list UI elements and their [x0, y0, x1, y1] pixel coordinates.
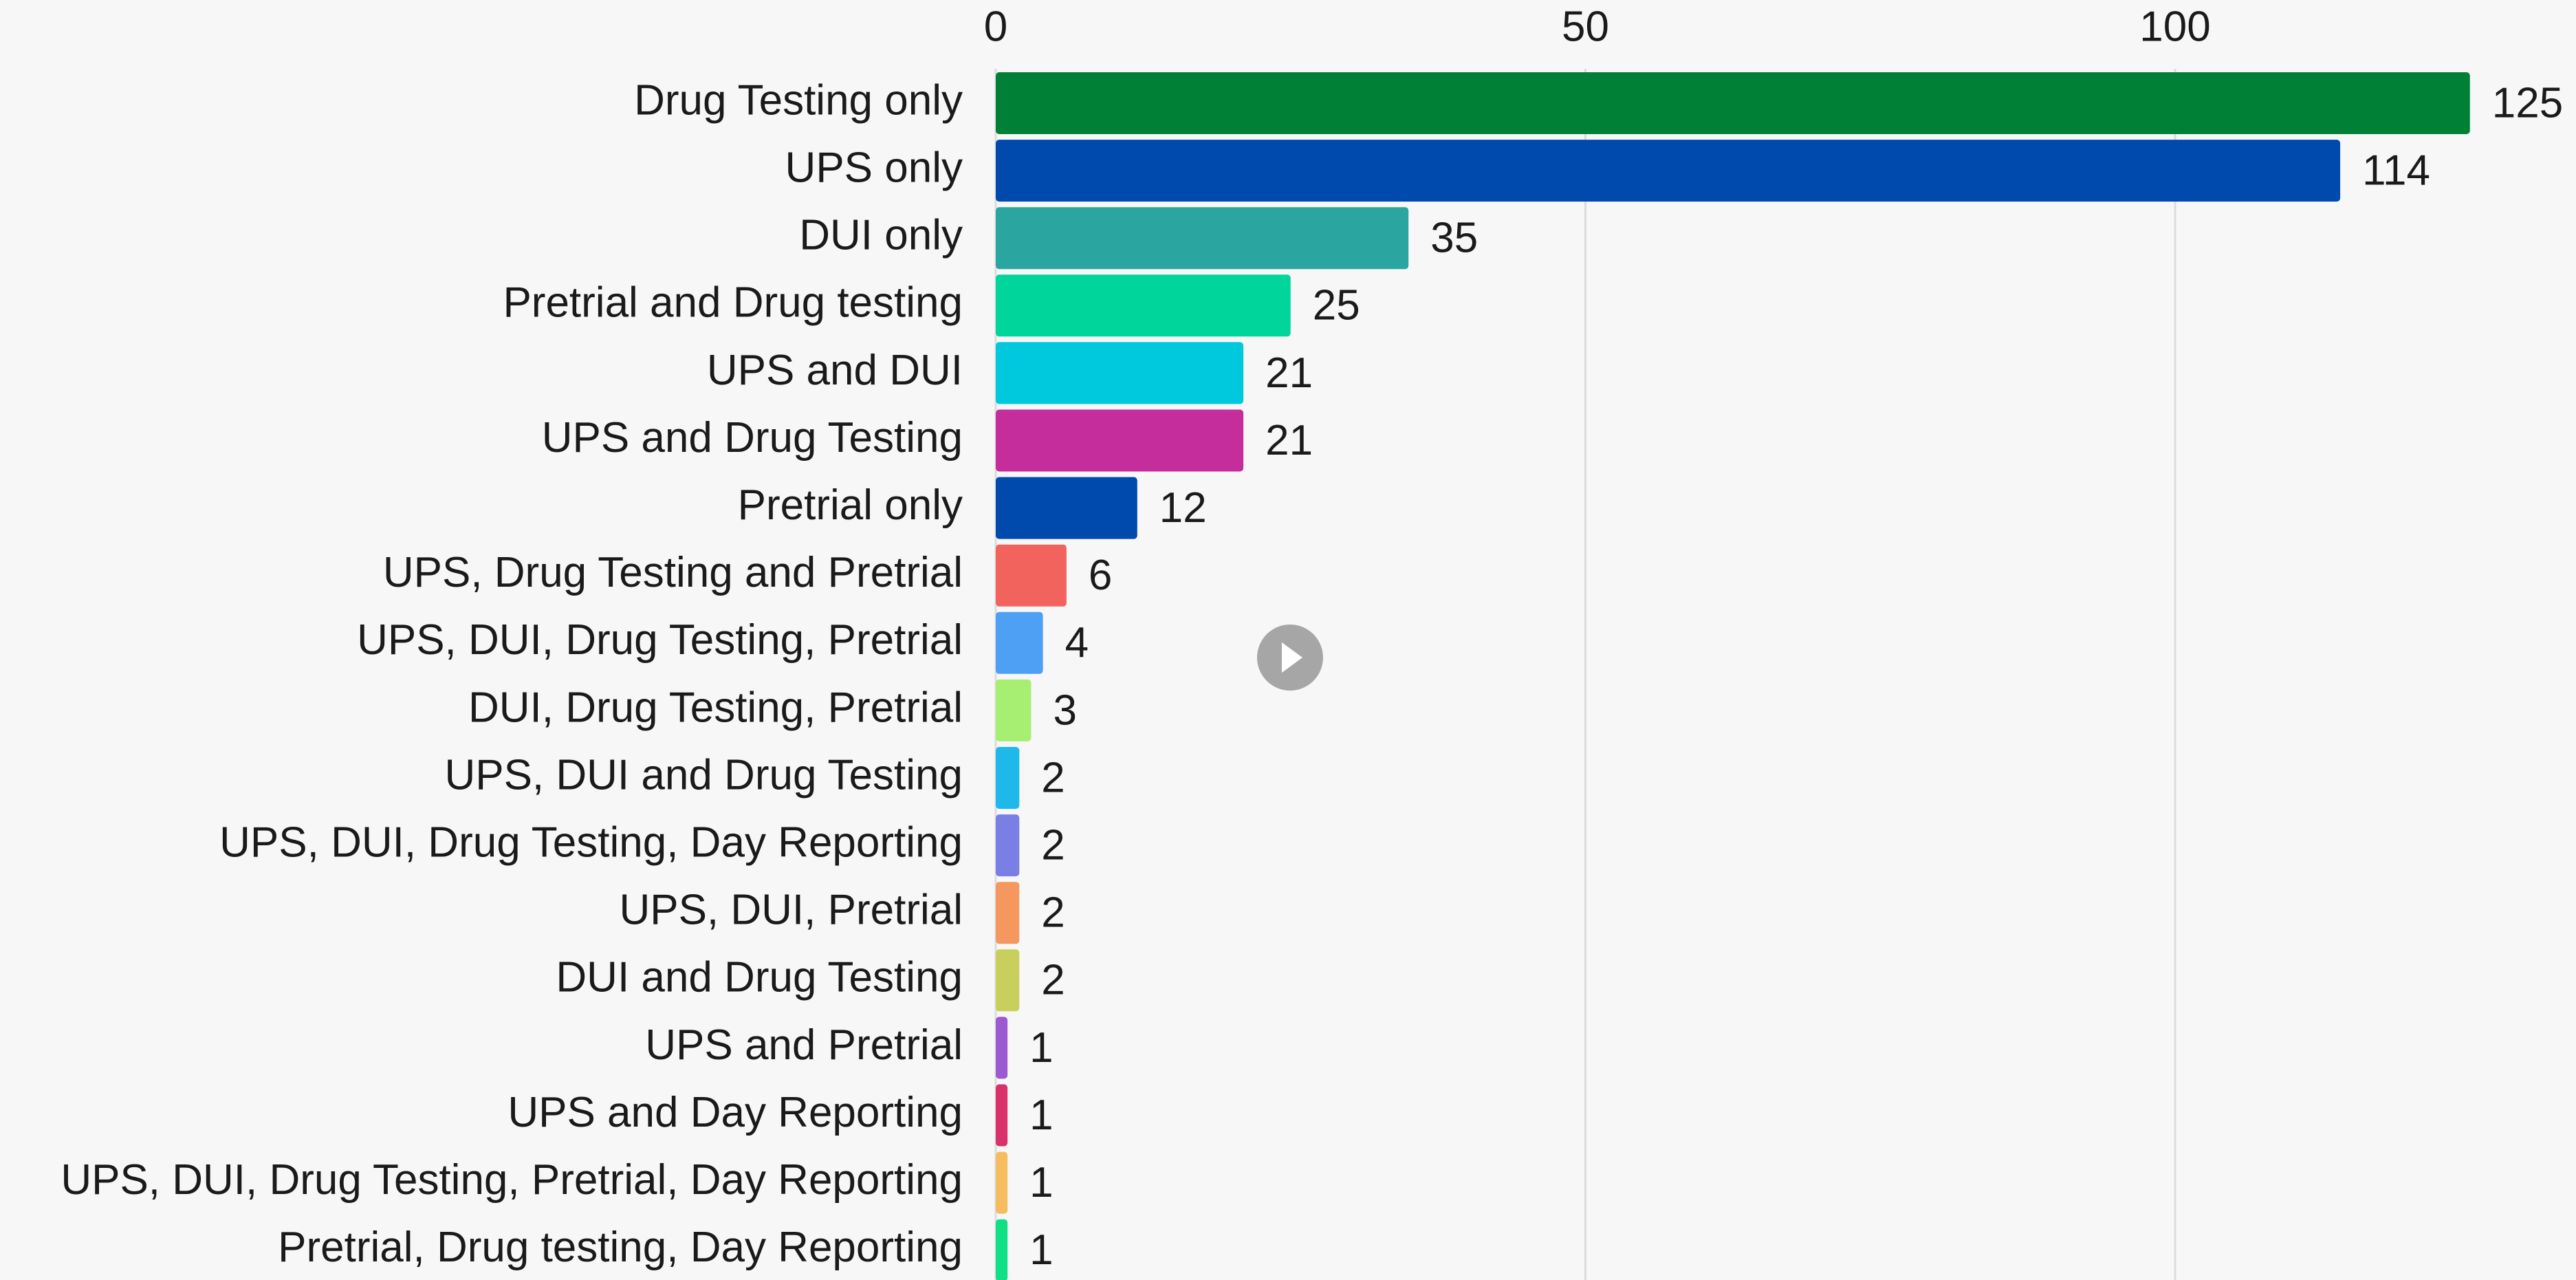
value-label: 1: [1029, 1159, 1053, 1206]
bar: [996, 611, 1043, 674]
value-label: 2: [1041, 957, 1065, 1004]
bar: [996, 409, 1244, 472]
value-label: 35: [1430, 215, 1478, 262]
bar: [996, 679, 1032, 741]
bar: [996, 342, 1244, 404]
x-tick-label: 50: [1562, 3, 1609, 50]
value-label: 3: [1053, 686, 1076, 734]
value-label: 1: [1029, 1024, 1053, 1072]
bar: [996, 477, 1137, 539]
bar: [996, 1219, 1008, 1280]
value-label: 25: [1313, 282, 1360, 329]
y-tick-label: DUI only: [799, 212, 963, 259]
value-label: 6: [1089, 552, 1112, 599]
y-tick-label: DUI, Drug Testing, Pretrial: [468, 684, 963, 731]
y-tick-label: UPS and Drug Testing: [542, 414, 963, 462]
bar: [996, 814, 1020, 877]
y-tick-label: Pretrial, Drug testing, Day Reporting: [278, 1224, 963, 1271]
y-tick-label: DUI and Drug Testing: [556, 954, 963, 1001]
bar: [996, 747, 1020, 809]
play-button[interactable]: [1257, 625, 1323, 691]
play-icon: [1282, 642, 1302, 673]
value-label: 1: [1029, 1226, 1053, 1274]
value-label: 2: [1041, 754, 1065, 801]
bar: [996, 1084, 1008, 1147]
bar: [996, 274, 1291, 337]
y-tick-label: UPS, DUI and Drug Testing: [444, 751, 963, 799]
y-tick-label: Pretrial only: [738, 481, 963, 529]
y-tick-label: UPS, DUI, Drug Testing, Day Reporting: [219, 818, 963, 866]
value-label: 21: [1265, 417, 1313, 464]
value-label: 1: [1029, 1092, 1053, 1139]
y-tick-label: UPS, DUI, Pretrial: [619, 887, 963, 934]
y-tick-label: Drug Testing only: [634, 76, 963, 124]
value-label: 21: [1265, 349, 1313, 397]
value-label: 4: [1065, 619, 1089, 666]
y-tick-label: Pretrial and Drug testing: [503, 279, 963, 327]
y-tick-label: UPS, Drug Testing and Pretrial: [383, 549, 963, 596]
y-tick-label: UPS and Day Reporting: [507, 1089, 963, 1136]
x-tick-label: 100: [2139, 3, 2210, 50]
bar: [996, 207, 1409, 270]
y-tick-label: UPS and Pretrial: [645, 1021, 963, 1069]
y-tick-label: UPS and DUI: [707, 347, 963, 394]
bar: [996, 1017, 1008, 1079]
y-tick-label: UPS, DUI, Drug Testing, Pretrial, Day Re…: [61, 1156, 963, 1204]
value-label: 114: [2362, 147, 2430, 194]
grid: 0 50 100: [984, 3, 2211, 1280]
bar: [996, 72, 2470, 134]
bar: [996, 1151, 1008, 1214]
bar: [996, 949, 1020, 1012]
y-tick-label: UPS only: [785, 144, 963, 191]
value-label: 12: [1159, 484, 1207, 532]
bar: [996, 882, 1020, 944]
x-tick-label: 0: [984, 3, 1007, 50]
value-label: 125: [2492, 79, 2563, 127]
bar: [996, 140, 2341, 202]
value-label: 2: [1041, 821, 1065, 869]
value-label: 2: [1041, 889, 1065, 937]
bar: [996, 544, 1067, 607]
y-tick-label: UPS, DUI, Drug Testing, Pretrial: [357, 616, 963, 664]
